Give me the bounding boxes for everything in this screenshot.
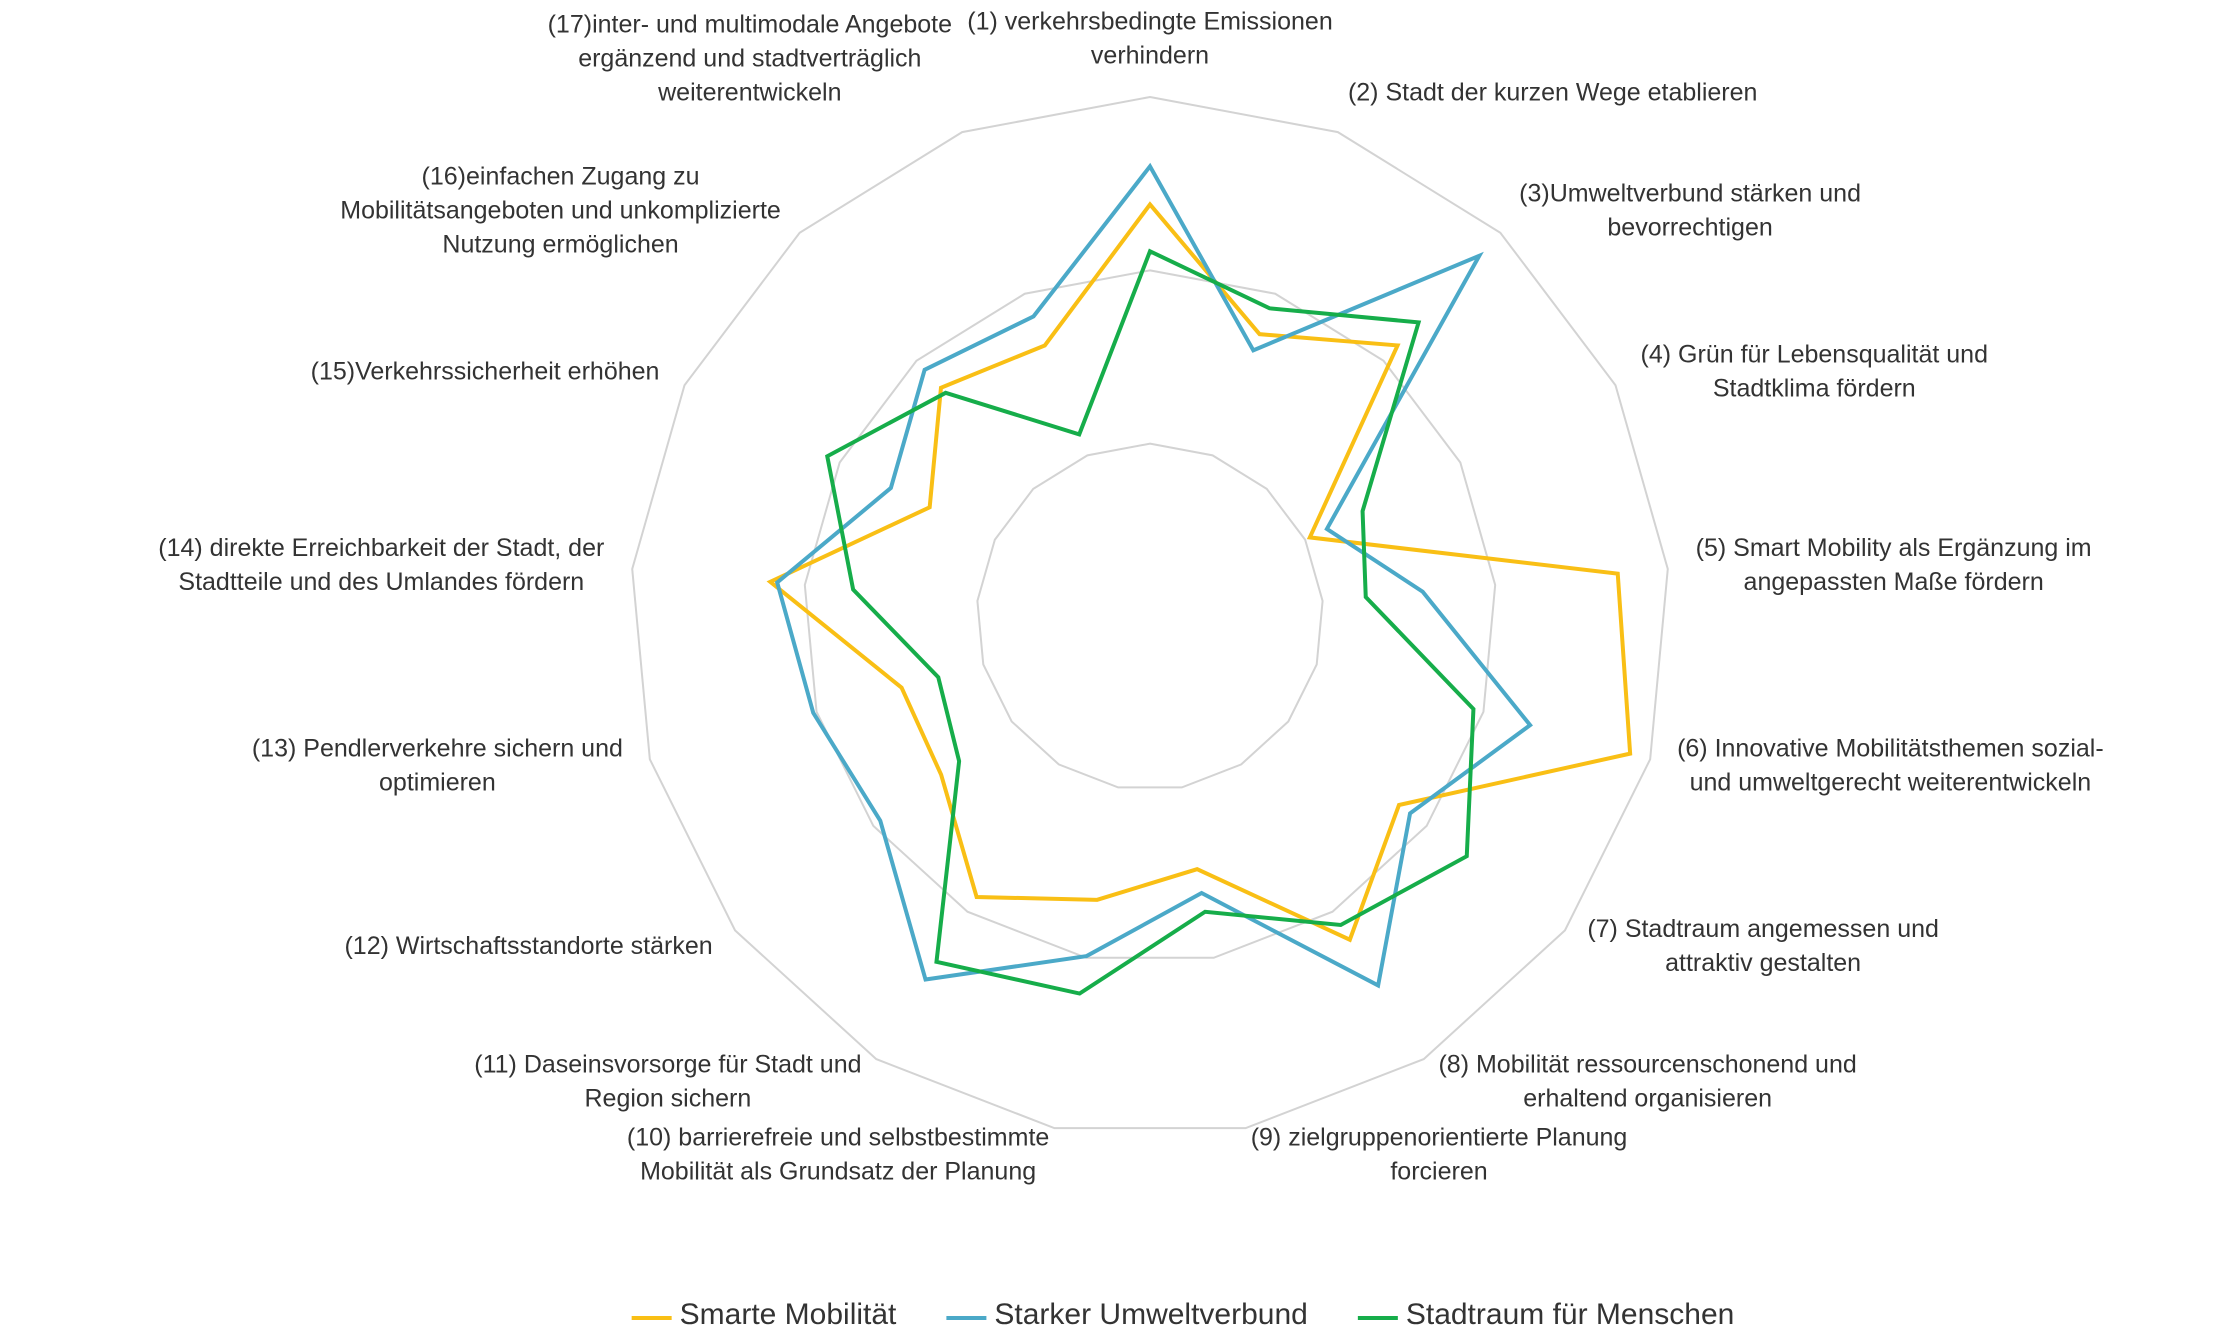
category-label: erhaltend organisieren: [1523, 1085, 1772, 1113]
category-label: angepassten Maße fördern: [1744, 568, 2044, 596]
category-label: (13) Pendlerverkehre sichern und: [252, 735, 623, 763]
category-label: Mobilität als Grundsatz der Planung: [640, 1157, 1036, 1185]
series-line: [825, 248, 1476, 996]
legend-label: Starker Umweltverbund: [994, 1298, 1307, 1331]
category-label: forcieren: [1390, 1157, 1487, 1185]
category-label: (15)Verkehrssicherheit erhöhen: [311, 357, 660, 385]
grid-ring: [976, 442, 1324, 789]
legend-label: Stadtraum für Menschen: [1406, 1298, 1735, 1331]
category-label: optimieren: [379, 769, 496, 797]
category-label: verhindern: [1091, 42, 1209, 70]
grid-ring: [803, 269, 1497, 959]
category-label: Stadtklima fördern: [1713, 374, 1916, 402]
category-label: (16)einfachen Zugang zu: [422, 163, 700, 191]
category-label: (2) Stadt der kurzen Wege etablieren: [1348, 79, 1758, 107]
category-label: und umweltgerecht weiterentwickeln: [1690, 769, 2092, 797]
category-label: weiterentwickeln: [657, 79, 841, 107]
category-label: bevorrechtigen: [1607, 214, 1772, 242]
category-label: (11) Daseinsvorsorge für Stadt und: [474, 1051, 861, 1079]
category-label: (4) Grün für Lebensqualität und: [1641, 340, 1988, 368]
category-label: ergänzend und stadtverträglich: [578, 45, 921, 73]
category-label: (6) Innovative Mobilitätsthemen sozial-: [1677, 735, 2104, 763]
category-label: (12) Wirtschaftsstandorte stärken: [344, 932, 712, 960]
category-label: (5) Smart Mobility als Ergänzung im: [1696, 534, 2092, 562]
series-line: [766, 201, 1633, 943]
category-label: Nutzung ermöglichen: [442, 231, 678, 259]
series-line: [774, 162, 1533, 989]
category-label: (17)inter- und multimodale Angebote: [548, 11, 952, 39]
category-label: (1) verkehrsbedingte Emissionen: [967, 8, 1332, 36]
category-label: (14) direkte Erreichbarkeit der Stadt, d…: [158, 534, 604, 562]
category-label: (9) zielgruppenorientierte Planung: [1251, 1123, 1628, 1151]
category-label: Region sichern: [585, 1085, 752, 1113]
category-label: attraktiv gestalten: [1665, 949, 1861, 977]
category-label: (10) barrierefreie und selbstbestimmte: [627, 1123, 1049, 1151]
category-label: (7) Stadtraum angemessen und: [1587, 915, 1939, 943]
grid-ring: [631, 95, 1669, 1130]
category-label: (8) Mobilität ressourcenschonend und: [1438, 1051, 1856, 1079]
category-label: Stadtteile und des Umlandes fördern: [178, 568, 584, 596]
category-label: Mobilitätsangeboten und unkomplizierte: [340, 197, 781, 225]
legend-label: Smarte Mobilität: [680, 1298, 897, 1331]
category-label: (3)Umweltverbund stärken und: [1519, 180, 1861, 208]
